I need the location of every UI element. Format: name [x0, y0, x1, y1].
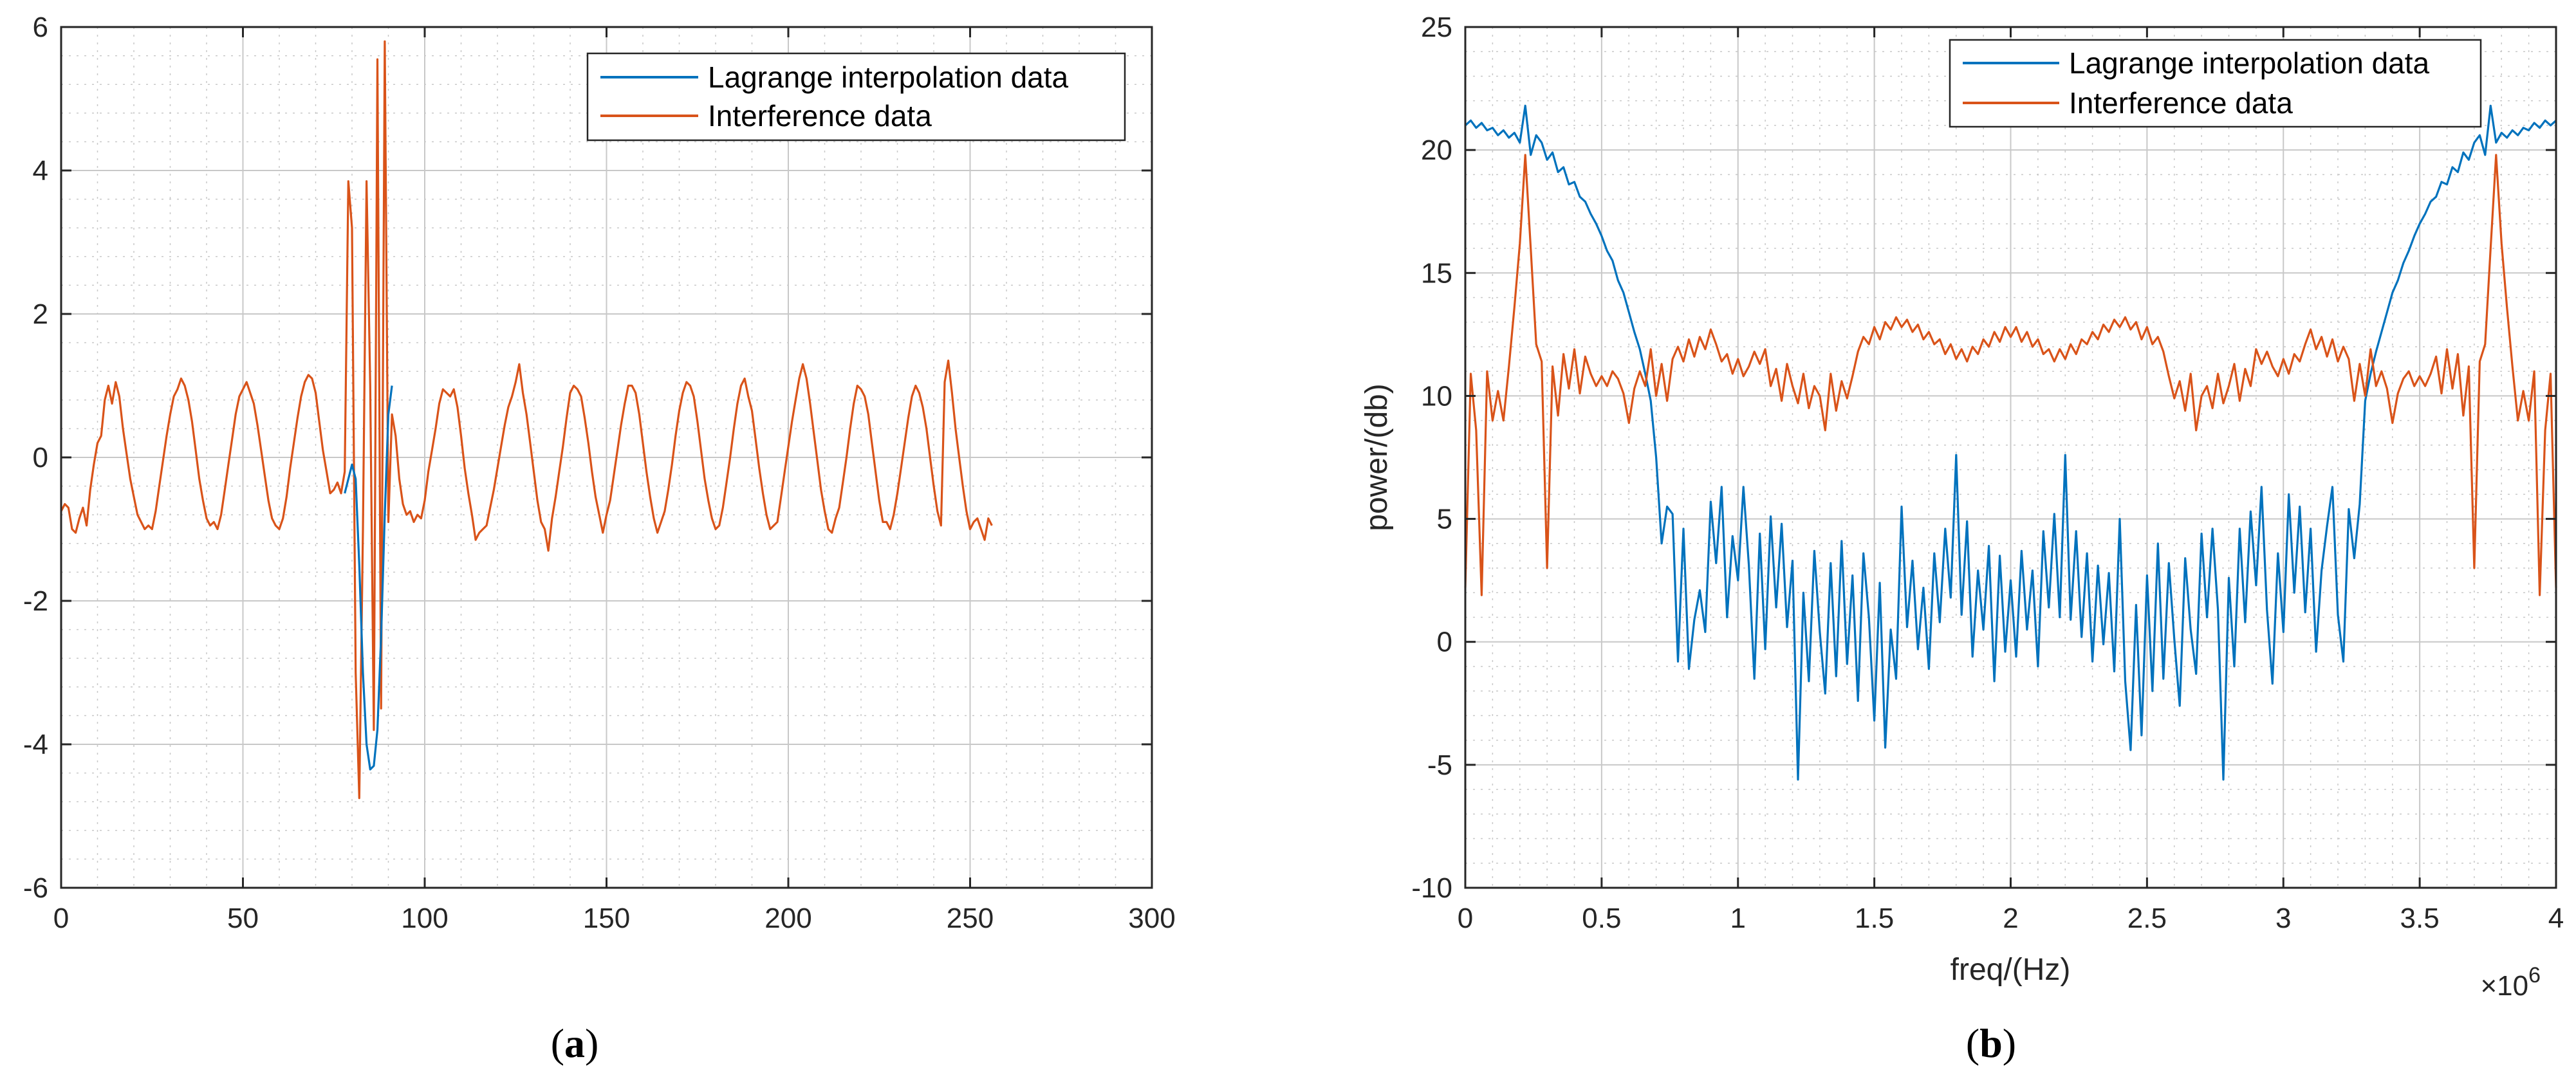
caption-a-letter: a	[564, 1020, 585, 1066]
chart-a-x-tick-label: 300	[1128, 903, 1175, 934]
chart-a-y-tick-label: 6	[33, 12, 48, 43]
chart-b-x-tick-labels: 0 0.5 1 1.5 2 2.5 3 3.5 4	[1458, 903, 2564, 934]
caption-b-open: (	[1966, 1020, 1979, 1066]
chart-b-y-tick-label: 20	[1421, 134, 1452, 166]
chart-b: 0 0.5 1 1.5 2 2.5 3 3.5 4 -10 -5 0 5 10 15 20 25 freq/(…	[1360, 12, 2564, 1002]
chart-a-x-tick-label: 200	[764, 903, 811, 934]
chart-a-x-tick-labels: 0 50 100 150 200 250 300	[53, 903, 1176, 934]
chart-a-y-tick-label: 0	[33, 442, 48, 473]
chart-b-series-interference-line	[1464, 154, 2557, 596]
chart-b-legend-label-interference: Interference data	[2069, 86, 2293, 120]
chart-a-y-tick-labels: -6 -4 -2 0 2 4 6	[23, 12, 48, 904]
chart-b-legend: Lagrange interpolation data Interference…	[1949, 39, 2482, 128]
chart-a-series-lagrange-line	[344, 385, 393, 771]
caption-b: (b)	[1966, 1020, 2016, 1066]
chart-b-x-tick-label: 2	[2003, 903, 2018, 934]
chart-a-series-interference-line	[60, 40, 993, 800]
chart-b-y-tick-label: 10	[1421, 380, 1452, 412]
chart-b-x-tick-label: 4	[2548, 903, 2564, 934]
chart-a-x-tick-label: 50	[227, 903, 259, 934]
chart-b-y-tick-label: 15	[1421, 257, 1452, 289]
chart-b-series	[1464, 104, 2557, 781]
chart-b-x-scale-base: ×10	[2480, 970, 2528, 1002]
chart-b-x-axis-title: freq/(Hz)	[1951, 953, 2071, 987]
chart-b-x-tick-label: 2.5	[2127, 903, 2167, 934]
chart-b-y-tick-labels: -10 -5 0 5 10 15 20 25	[1411, 12, 1452, 904]
chart-b-x-tick-label: 1	[1730, 903, 1746, 934]
chart-b-x-tick-label: 3.5	[2400, 903, 2440, 934]
caption-b-close: )	[2003, 1020, 2016, 1066]
chart-b-x-tick-label: 3	[2275, 903, 2291, 934]
chart-b-legend-box	[1949, 39, 2482, 128]
chart-b-y-tick-label: -10	[1411, 872, 1452, 904]
chart-b-x-scale-factor: ×106	[2480, 963, 2541, 1002]
chart-b-ticks	[1464, 26, 2557, 889]
chart-b-y-tick-label: -5	[1427, 749, 1452, 781]
chart-a-y-tick-label: -4	[23, 729, 48, 760]
chart-b-y-axis-title: power/(db)	[1360, 383, 1394, 531]
caption-a: (a)	[551, 1020, 599, 1066]
chart-b-y-tick-label: 0	[1437, 627, 1452, 658]
chart-a-legend-label-interference: Interference data	[708, 99, 932, 133]
chart-a-series	[60, 40, 993, 800]
chart-a-x-tick-label: 250	[947, 903, 994, 934]
caption-b-letter: b	[1979, 1020, 2003, 1066]
chart-a-x-tick-label: 100	[401, 903, 448, 934]
chart-a-y-tick-label: -6	[23, 872, 48, 904]
chart-b-legend-label-lagrange: Lagrange interpolation data	[2069, 46, 2430, 80]
chart-a-ticks	[60, 26, 1153, 889]
chart-a-x-tick-label: 0	[53, 903, 69, 934]
chart-b-x-tick-label: 0.5	[1582, 903, 1621, 934]
chart-a-legend-label-lagrange: Lagrange interpolation data	[708, 60, 1069, 94]
chart-a-legend: Lagrange interpolation data Interference…	[586, 52, 1126, 142]
chart-b-y-tick-label: 25	[1421, 12, 1452, 43]
chart-a-legend-box	[586, 52, 1126, 142]
chart-b-x-tick-label: 0	[1458, 903, 1473, 934]
caption-a-close: )	[585, 1020, 598, 1066]
chart-b-x-scale-exponent: 6	[2528, 963, 2541, 988]
chart-b-x-tick-label: 1.5	[1855, 903, 1894, 934]
chart-a-y-tick-label: 4	[33, 155, 48, 187]
chart-a-x-tick-label: 150	[583, 903, 630, 934]
chart-a-y-tick-label: -2	[23, 585, 48, 617]
chart-b-series-lagrange-line	[1464, 104, 2557, 781]
chart-a-y-tick-label: 2	[33, 299, 48, 330]
chart-a: 0 50 100 150 200 250 300 -6 -4 -2 0 2 4 6 Lagrange i…	[23, 12, 1176, 934]
caption-a-open: (	[551, 1020, 564, 1066]
chart-b-y-tick-label: 5	[1437, 504, 1452, 535]
